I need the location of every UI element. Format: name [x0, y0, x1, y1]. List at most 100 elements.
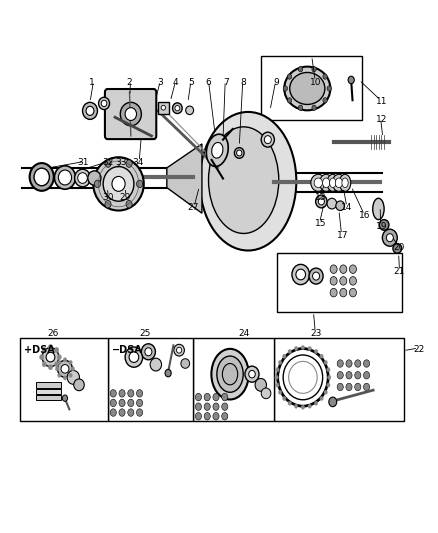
Ellipse shape	[58, 170, 71, 185]
Circle shape	[127, 390, 134, 397]
Circle shape	[283, 86, 287, 91]
Circle shape	[349, 265, 356, 273]
Text: 11: 11	[375, 97, 387, 106]
FancyBboxPatch shape	[105, 89, 156, 139]
Ellipse shape	[248, 370, 255, 378]
Polygon shape	[239, 149, 272, 213]
Text: 25: 25	[139, 329, 150, 337]
Circle shape	[204, 403, 210, 410]
Circle shape	[314, 401, 317, 405]
Bar	[107, 338, 193, 421]
Circle shape	[195, 393, 201, 401]
Circle shape	[54, 361, 59, 367]
Ellipse shape	[254, 378, 266, 391]
Circle shape	[329, 288, 336, 297]
Ellipse shape	[211, 349, 248, 400]
Bar	[36, 389, 61, 394]
Circle shape	[329, 277, 336, 285]
Polygon shape	[166, 144, 201, 213]
Circle shape	[328, 397, 336, 407]
Text: 32: 32	[102, 158, 113, 167]
Circle shape	[204, 413, 210, 420]
Text: 21: 21	[393, 268, 404, 276]
Ellipse shape	[318, 198, 324, 205]
Text: 22: 22	[413, 345, 424, 353]
Ellipse shape	[335, 201, 344, 211]
Circle shape	[319, 397, 322, 401]
Bar	[193, 338, 274, 421]
Ellipse shape	[381, 229, 396, 246]
Text: 8: 8	[240, 78, 246, 87]
Ellipse shape	[54, 166, 75, 189]
Ellipse shape	[86, 106, 94, 116]
Circle shape	[282, 354, 286, 358]
Text: 10: 10	[310, 78, 321, 87]
Circle shape	[307, 404, 311, 408]
Circle shape	[287, 74, 291, 79]
Ellipse shape	[57, 360, 72, 377]
Ellipse shape	[82, 102, 97, 119]
Circle shape	[349, 277, 356, 285]
Circle shape	[221, 393, 227, 401]
Circle shape	[71, 367, 74, 371]
Text: 26: 26	[47, 329, 58, 337]
Ellipse shape	[93, 157, 144, 211]
Circle shape	[212, 393, 219, 401]
Circle shape	[336, 383, 343, 391]
Text: 5: 5	[187, 78, 194, 87]
Circle shape	[347, 76, 353, 84]
Circle shape	[319, 354, 322, 358]
Circle shape	[300, 405, 304, 409]
Text: 27: 27	[187, 204, 198, 212]
Text: 1: 1	[89, 78, 95, 87]
Circle shape	[63, 376, 67, 380]
Circle shape	[275, 368, 279, 372]
Ellipse shape	[295, 269, 305, 280]
Bar	[36, 382, 61, 388]
Ellipse shape	[112, 176, 125, 191]
Text: 23: 23	[310, 329, 321, 337]
Ellipse shape	[120, 102, 141, 126]
Ellipse shape	[173, 344, 184, 356]
Circle shape	[110, 409, 116, 416]
Circle shape	[127, 409, 134, 416]
Circle shape	[48, 365, 53, 370]
Ellipse shape	[176, 348, 181, 353]
Bar	[36, 395, 61, 400]
Ellipse shape	[61, 365, 69, 373]
Ellipse shape	[234, 148, 244, 158]
Circle shape	[275, 383, 279, 387]
Circle shape	[94, 180, 100, 188]
Ellipse shape	[125, 347, 142, 367]
Ellipse shape	[314, 178, 321, 188]
Ellipse shape	[74, 379, 84, 391]
Circle shape	[57, 373, 61, 377]
Text: 16: 16	[358, 212, 369, 220]
Ellipse shape	[332, 174, 345, 191]
Ellipse shape	[30, 163, 54, 191]
Ellipse shape	[185, 106, 193, 115]
Ellipse shape	[222, 364, 237, 385]
Circle shape	[287, 98, 291, 103]
Ellipse shape	[150, 358, 161, 371]
Ellipse shape	[46, 352, 55, 362]
Ellipse shape	[326, 174, 338, 191]
Circle shape	[336, 372, 343, 379]
Circle shape	[322, 74, 326, 79]
Ellipse shape	[291, 264, 309, 285]
Circle shape	[119, 409, 125, 416]
Circle shape	[298, 105, 302, 110]
Circle shape	[42, 361, 46, 367]
Text: 24: 24	[237, 329, 249, 337]
Ellipse shape	[208, 127, 278, 233]
Circle shape	[63, 358, 67, 362]
Ellipse shape	[216, 356, 243, 392]
Text: 13: 13	[314, 193, 325, 201]
Ellipse shape	[284, 67, 330, 110]
Circle shape	[42, 348, 46, 353]
Ellipse shape	[141, 344, 155, 360]
Ellipse shape	[180, 359, 189, 368]
Ellipse shape	[315, 195, 326, 208]
Text: 31: 31	[78, 158, 89, 167]
Bar	[276, 253, 401, 312]
